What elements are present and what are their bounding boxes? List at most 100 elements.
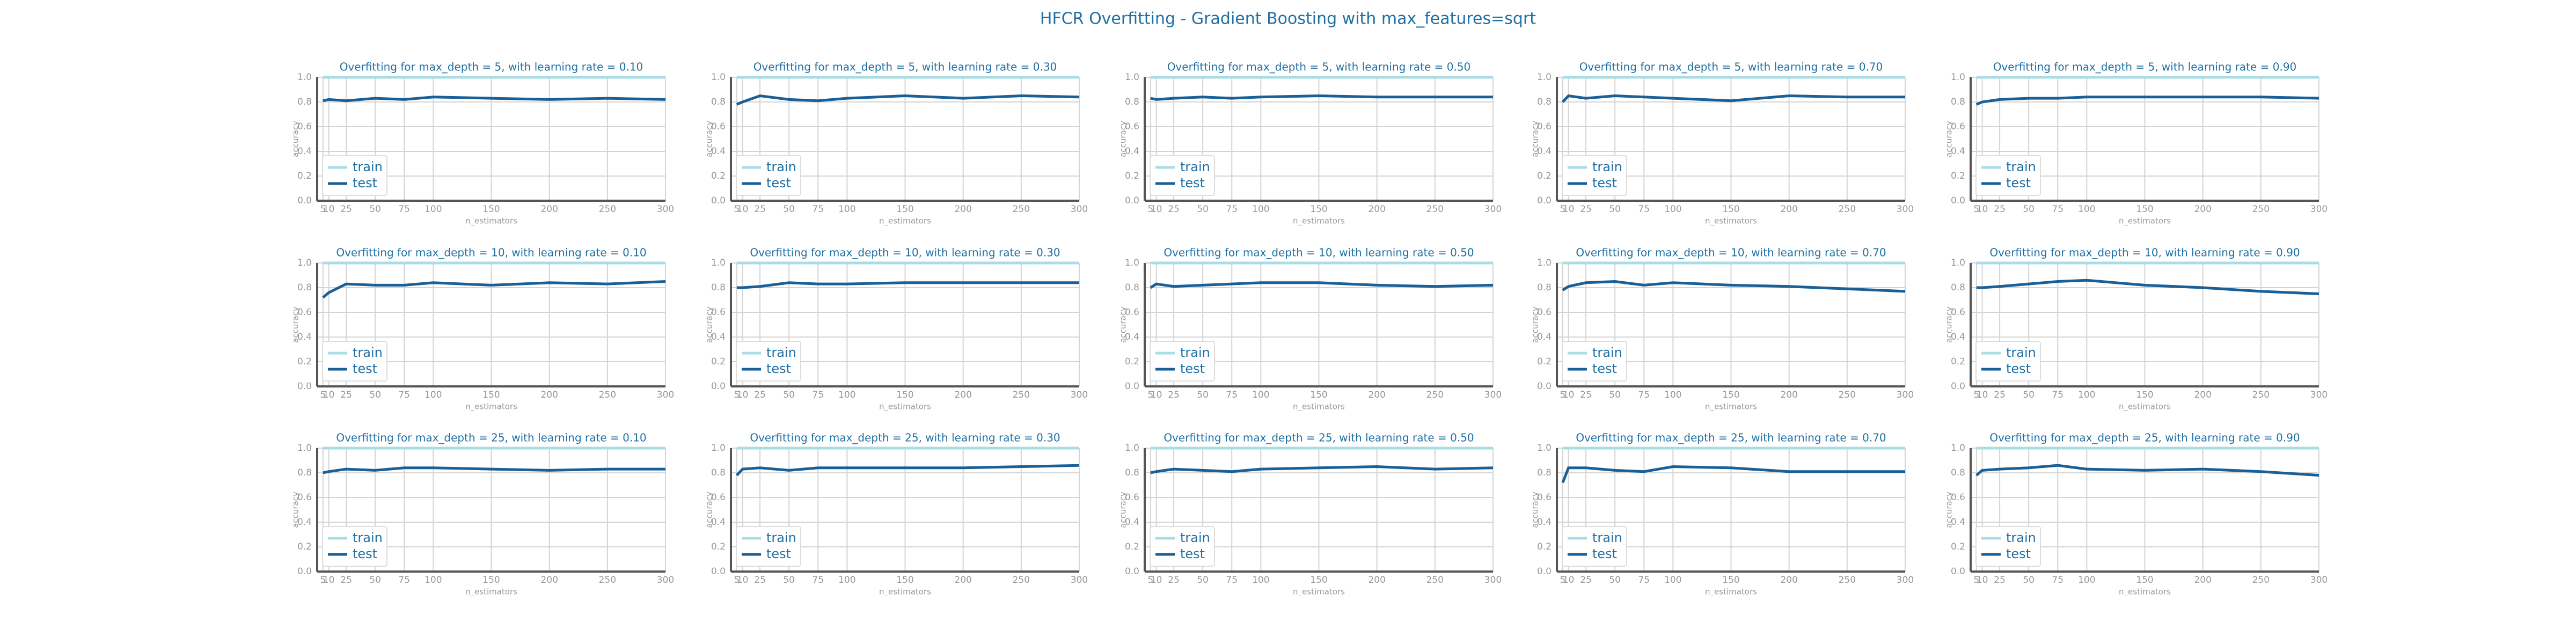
y-axis-label: accuracy bbox=[1531, 306, 1540, 343]
y-tick-label: 0.0 bbox=[1125, 566, 1139, 577]
x-tick-label: 25 bbox=[1168, 390, 1180, 400]
x-tick-label: 200 bbox=[1368, 390, 1385, 400]
x-tick-label: 250 bbox=[1013, 204, 1030, 215]
y-axis-label: accuracy bbox=[1944, 121, 1954, 157]
y-tick-label: 0.0 bbox=[297, 381, 312, 392]
y-tick-label: 0.4 bbox=[711, 332, 726, 342]
x-tick-label: 100 bbox=[2078, 204, 2095, 215]
x-tick-label: 200 bbox=[2194, 390, 2211, 400]
subplot-title: Overfitting for max_depth = 5, with lear… bbox=[1579, 61, 1883, 74]
y-tick-label: 0.6 bbox=[297, 307, 312, 318]
x-tick-label: 300 bbox=[1897, 390, 1914, 400]
y-tick-label: 0.0 bbox=[1537, 566, 1552, 577]
legend-box bbox=[1150, 526, 1215, 567]
y-tick-label: 0.4 bbox=[297, 146, 312, 157]
series-line bbox=[1562, 280, 1906, 293]
x-tick-label: 50 bbox=[369, 204, 381, 215]
y-tick-label: 0.4 bbox=[711, 517, 726, 528]
x-tick-label: 300 bbox=[657, 575, 674, 586]
series-line bbox=[1561, 94, 1905, 103]
x-tick-label: 5 bbox=[1973, 390, 1979, 400]
y-tick-label: 1.0 bbox=[1951, 258, 1965, 268]
y-tick-label: 0.0 bbox=[711, 195, 726, 206]
x-tick-label: 200 bbox=[954, 204, 971, 215]
series-line bbox=[1150, 465, 1494, 474]
legend-box bbox=[736, 341, 801, 382]
y-tick-label: 0.8 bbox=[297, 97, 312, 107]
x-tick-label: 200 bbox=[954, 390, 971, 400]
y-tick-label: 0.8 bbox=[1125, 97, 1139, 107]
x-tick-label: 250 bbox=[2252, 204, 2270, 215]
y-tick-label: 0.2 bbox=[297, 171, 312, 181]
x-tick-label: 50 bbox=[1197, 204, 1209, 215]
legend-label: test bbox=[353, 546, 377, 561]
y-axis-label: accuracy bbox=[1531, 492, 1540, 528]
x-tick-label: 75 bbox=[812, 575, 824, 586]
x-tick-label: 25 bbox=[1168, 575, 1180, 586]
x-tick-label: 100 bbox=[1252, 390, 1269, 400]
y-tick-label: 0.0 bbox=[1125, 195, 1139, 206]
subplot: Overfitting for max_depth = 25, with lea… bbox=[705, 431, 1088, 597]
x-tick-label: 50 bbox=[1197, 390, 1209, 400]
x-tick-label: 200 bbox=[2194, 204, 2211, 215]
subplot-title: Overfitting for max_depth = 25, with lea… bbox=[336, 431, 646, 444]
x-tick-label: 5 bbox=[320, 575, 326, 586]
x-tick-label: 200 bbox=[954, 575, 971, 586]
subplot-title: Overfitting for max_depth = 5, with lear… bbox=[1167, 61, 1471, 74]
y-tick-label: 0.6 bbox=[1537, 492, 1552, 503]
series-line bbox=[323, 466, 665, 474]
x-tick-label: 25 bbox=[1580, 204, 1592, 215]
x-tick-label: 300 bbox=[1484, 390, 1502, 400]
x-tick-label: 10 bbox=[1977, 390, 1988, 400]
y-tick-label: 0.2 bbox=[1537, 356, 1552, 367]
x-tick-label: 300 bbox=[1071, 204, 1088, 215]
y-tick-label: 0.8 bbox=[1537, 97, 1552, 107]
x-tick-label: 250 bbox=[1013, 390, 1030, 400]
legend-label: train bbox=[353, 530, 383, 545]
x-tick-label: 250 bbox=[2252, 575, 2270, 586]
legend-label: test bbox=[766, 175, 791, 191]
legend-label: train bbox=[1180, 345, 1210, 360]
x-tick-label: 200 bbox=[1780, 390, 1797, 400]
x-tick-label: 75 bbox=[2052, 575, 2063, 586]
y-tick-label: 0.2 bbox=[1125, 171, 1139, 181]
x-tick-label: 150 bbox=[1310, 204, 1327, 215]
x-tick-label: 25 bbox=[754, 204, 766, 215]
y-tick-label: 0.6 bbox=[711, 492, 726, 503]
y-tick-label: 0.4 bbox=[711, 146, 726, 157]
x-tick-label: 100 bbox=[1664, 204, 1681, 215]
series-line bbox=[1561, 465, 1905, 484]
x-tick-label: 150 bbox=[896, 204, 913, 215]
subplot: Overfitting for max_depth = 25, with lea… bbox=[1944, 431, 2328, 597]
subplot-title: Overfitting for max_depth = 5, with lear… bbox=[1993, 61, 2297, 74]
subplot-title: Overfitting for max_depth = 5, with lear… bbox=[340, 61, 643, 74]
y-axis-label: accuracy bbox=[1944, 306, 1954, 343]
legend-label: test bbox=[1592, 546, 1617, 561]
y-tick-label: 0.0 bbox=[1951, 381, 1965, 392]
x-tick-label: 250 bbox=[599, 204, 616, 215]
x-tick-label: 250 bbox=[599, 390, 616, 400]
x-tick-label: 300 bbox=[2310, 575, 2328, 586]
y-tick-label: 0.8 bbox=[297, 467, 312, 478]
x-tick-label: 5 bbox=[1560, 575, 1565, 586]
x-tick-label: 75 bbox=[398, 204, 410, 215]
x-tick-label: 10 bbox=[1977, 575, 1988, 586]
series-line bbox=[1150, 281, 1494, 289]
series-line bbox=[1975, 96, 2319, 106]
x-tick-label: 5 bbox=[734, 390, 740, 400]
y-tick-label: 0.4 bbox=[1125, 517, 1139, 528]
subplot: Overfitting for max_depth = 10, with lea… bbox=[1118, 246, 1502, 412]
series-line bbox=[323, 96, 666, 103]
x-tick-label: 10 bbox=[1151, 390, 1162, 400]
x-tick-label: 250 bbox=[1426, 204, 1444, 215]
x-tick-label: 200 bbox=[540, 390, 558, 400]
y-tick-label: 0.4 bbox=[1537, 332, 1552, 342]
y-tick-label: 0.2 bbox=[1951, 356, 1965, 367]
y-axis-label: accuracy bbox=[291, 306, 301, 343]
x-tick-label: 150 bbox=[896, 575, 913, 586]
x-tick-label: 150 bbox=[896, 390, 913, 400]
legend-label: test bbox=[353, 361, 377, 376]
x-axis-label: n_estimators bbox=[465, 402, 517, 412]
subplot: Overfitting for max_depth = 5, with lear… bbox=[1531, 61, 1914, 226]
x-tick-label: 75 bbox=[1638, 390, 1650, 400]
